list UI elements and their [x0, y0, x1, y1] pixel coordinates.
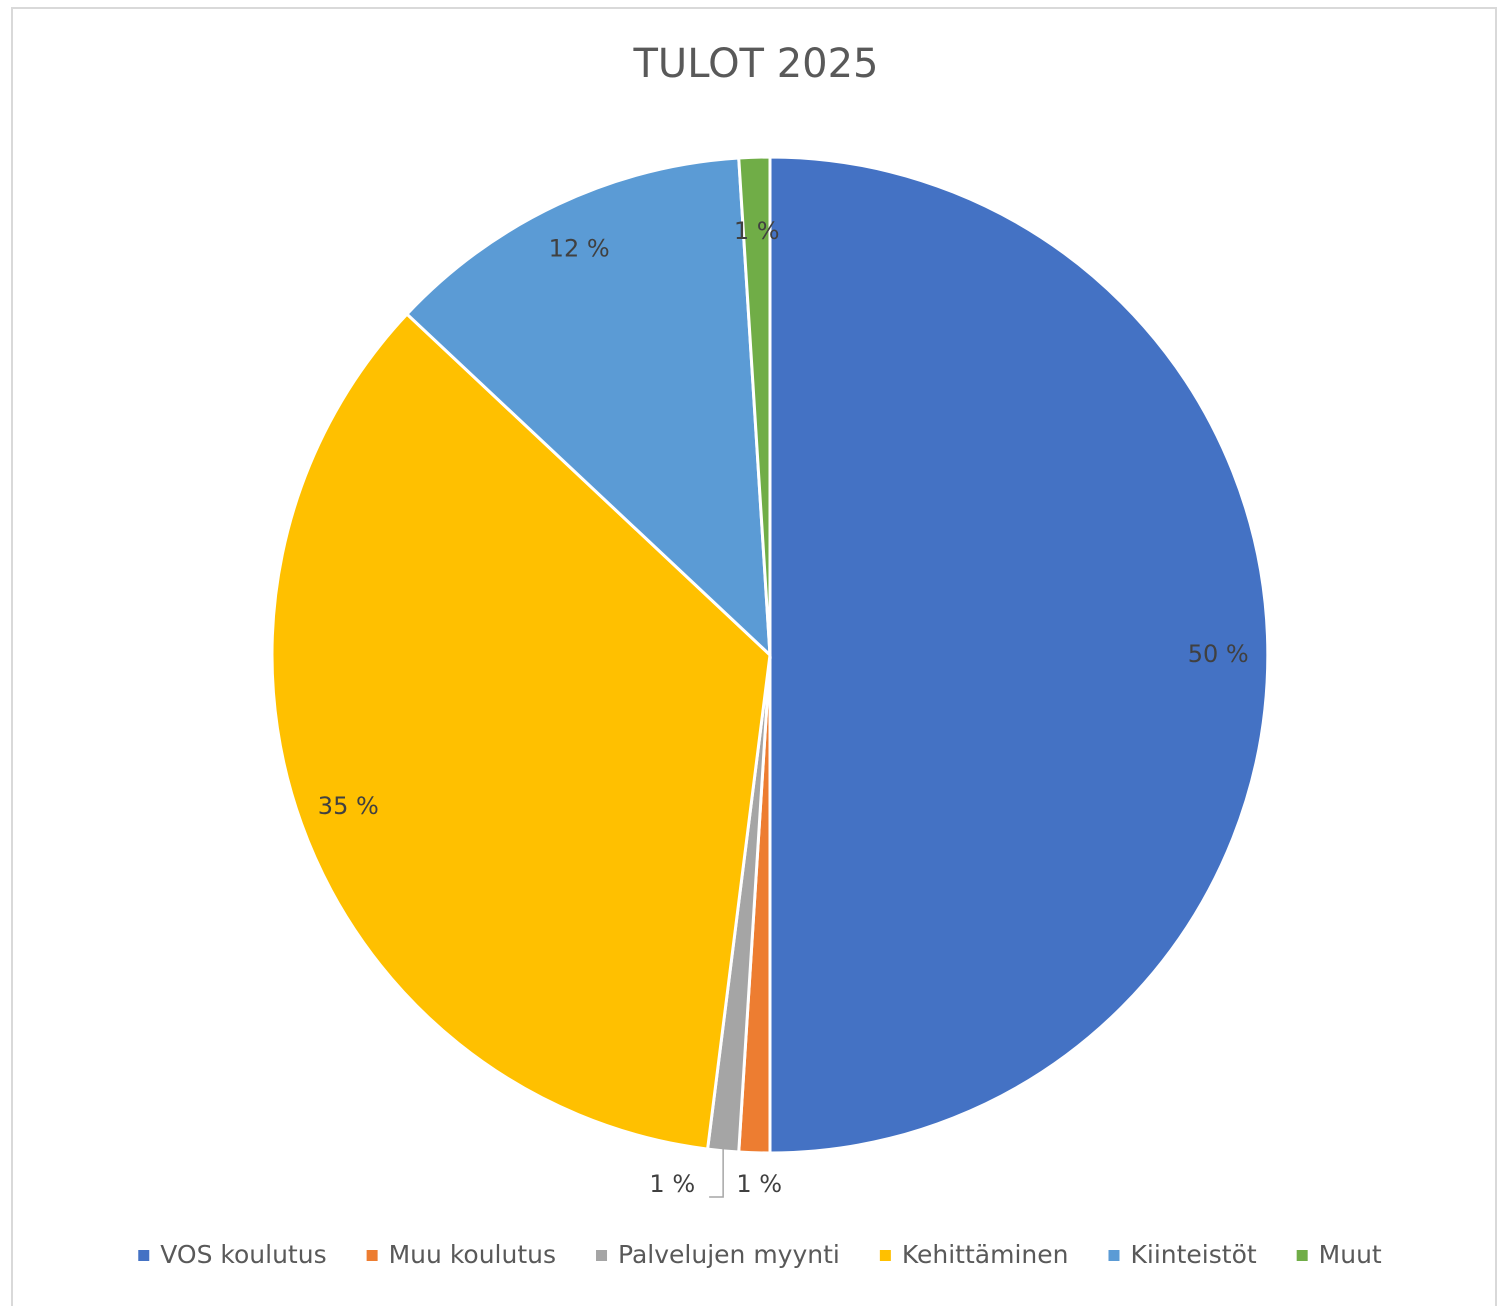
legend-swatch [1296, 1250, 1308, 1261]
legend-swatch [879, 1250, 891, 1261]
legend-swatch [1108, 1250, 1120, 1261]
data-label: 1 % [736, 1170, 782, 1198]
data-label: 12 % [549, 234, 610, 262]
legend-label: Muut [1319, 1240, 1382, 1269]
pie-slice [737, 155, 772, 656]
data-label: 1 % [734, 217, 780, 245]
pie-slice [270, 311, 772, 1151]
legend-label: Kehittäminen [902, 1240, 1069, 1269]
legend-label: Kiinteistöt [1130, 1240, 1256, 1269]
legend-swatch [138, 1250, 150, 1261]
legend-swatch [596, 1250, 608, 1261]
data-label: 1 % [649, 1170, 695, 1198]
legend-label: VOS koulutus [160, 1240, 326, 1269]
data-label: 35 % [318, 792, 379, 820]
pie-slice [404, 156, 772, 659]
pie-slice [768, 155, 1270, 1155]
chart-title: TULOT 2025 [633, 41, 879, 87]
leader-line [709, 1149, 724, 1198]
legend-label: Muu koulutus [389, 1240, 556, 1269]
legend-label: Palvelujen myynti [618, 1240, 840, 1269]
legend: VOS koulutus Muu koulutus Palvelujen myynt… [138, 1240, 1382, 1269]
data-label: 50 % [1188, 640, 1249, 668]
legend-swatch [366, 1250, 378, 1261]
